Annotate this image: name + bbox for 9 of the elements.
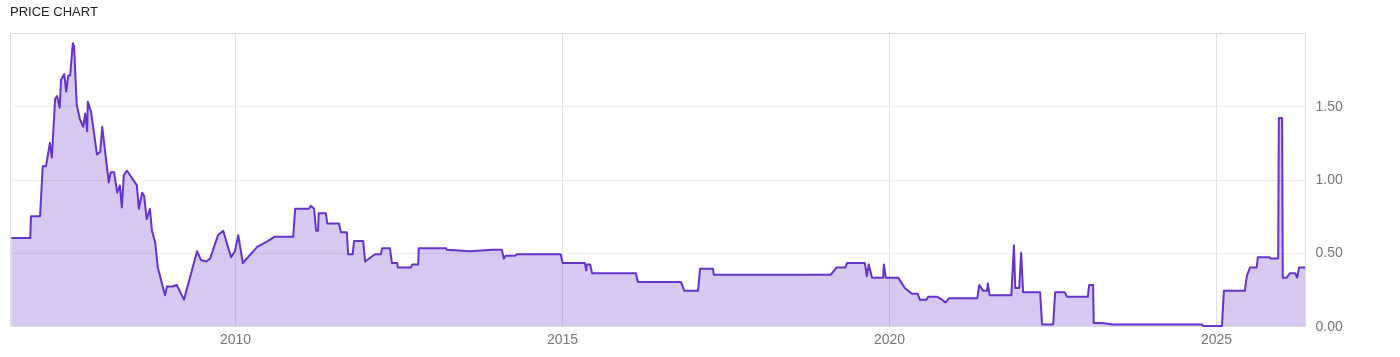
y-tick-label: 0.50 xyxy=(1315,244,1343,261)
x-tick-label: 2015 xyxy=(546,330,579,347)
x-tick-label: 2010 xyxy=(219,330,252,347)
y-tick-label: 1.00 xyxy=(1315,171,1343,187)
x-tick-label: 2020 xyxy=(873,330,906,347)
chart-title: PRICE CHART xyxy=(10,4,98,19)
y-tick-label: 1.50 xyxy=(1315,97,1343,114)
y-tick-label: 0.00 xyxy=(1315,317,1343,334)
x-tick-label: 2025 xyxy=(1200,330,1233,347)
